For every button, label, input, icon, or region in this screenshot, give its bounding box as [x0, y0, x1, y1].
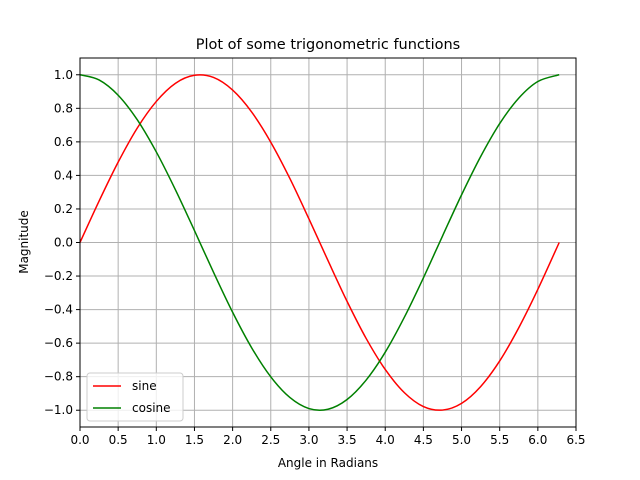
x-axis-label: Angle in Radians [278, 456, 378, 470]
legend-cosine-label: cosine [132, 401, 171, 415]
y-tick-label: −0.4 [44, 303, 73, 317]
x-tick-label: 0.0 [70, 433, 89, 447]
legend: sine cosine [86, 372, 184, 422]
y-tick-label: 0.0 [54, 236, 73, 250]
x-tick-label: 1.0 [147, 433, 166, 447]
y-axis-label: Magnitude [17, 210, 31, 274]
y-tick-label: −0.8 [44, 370, 73, 384]
y-tick-label: 1.0 [54, 68, 73, 82]
x-tick-label: 4.5 [414, 433, 433, 447]
cosine-series-line [79, 74, 560, 411]
x-tick-label: 5.0 [452, 433, 471, 447]
y-tick-label: 0.2 [54, 202, 73, 216]
x-tick-label: 3.0 [299, 433, 318, 447]
x-tick-label: 5.5 [490, 433, 509, 447]
x-tick-label: 3.5 [338, 433, 357, 447]
x-tick-label: 0.5 [109, 433, 128, 447]
legend-sine-label: sine [132, 379, 157, 393]
x-tick-label: 4.0 [376, 433, 395, 447]
y-tick-label: −1.0 [44, 403, 73, 417]
chart-title: Plot of some trigonometric functions [196, 37, 461, 53]
y-axis-ticks: 1.0 0.8 0.6 0.4 0.2 0.0 −0.2 −0.4 −0.6 −0.8 −1.0 [44, 68, 80, 417]
x-tick-label: 6.0 [528, 433, 547, 447]
x-tick-label: 2.0 [223, 433, 242, 447]
legend-box [86, 372, 184, 422]
y-tick-label: −0.6 [44, 336, 73, 350]
y-tick-label: 0.8 [54, 101, 73, 115]
x-tick-label: 6.5 [566, 433, 585, 447]
y-tick-label: 0.4 [54, 168, 73, 182]
grid-lines [79, 58, 577, 427]
sine-series-line [79, 74, 560, 411]
y-tick-label: −0.2 [44, 269, 73, 283]
y-tick-label: 0.6 [54, 135, 73, 149]
series-lines [79, 74, 560, 411]
x-axis-ticks: 0.0 0.5 1.0 1.5 2.0 2.5 3.0 3.5 4.0 4.5 5.0 5.5 6.0 6… [70, 427, 586, 447]
x-tick-label: 1.5 [185, 433, 204, 447]
x-tick-label: 2.5 [261, 433, 280, 447]
